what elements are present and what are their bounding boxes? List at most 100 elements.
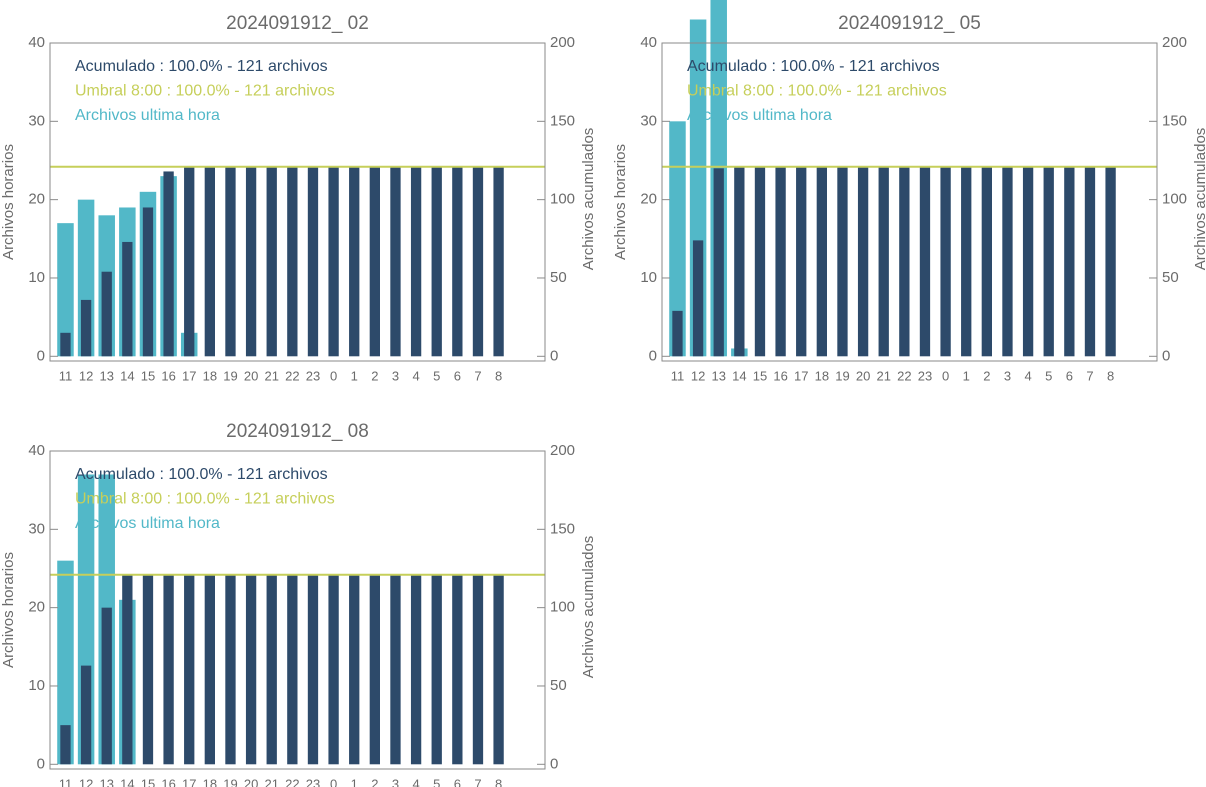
x-tick-label: 8	[495, 368, 502, 383]
bar	[142, 207, 154, 357]
x-tick-label: 13	[711, 368, 725, 383]
chart-title: 2024091912_ 08	[226, 421, 369, 442]
y-tick-label: 0	[649, 347, 657, 364]
y2-tick-label: 0	[550, 755, 558, 772]
bar	[431, 166, 442, 357]
bar	[796, 166, 807, 357]
x-tick-label: 6	[454, 368, 461, 383]
y-tick-label: 0	[37, 755, 45, 772]
bar	[225, 166, 236, 357]
x-tick-label: 17	[794, 368, 808, 383]
y2-tick-label: 150	[1162, 112, 1187, 129]
y-tick-label: 10	[640, 269, 657, 286]
y2-tick-label: 0	[550, 347, 558, 364]
bar	[101, 271, 112, 357]
x-tick-label: 13	[99, 776, 113, 787]
x-tick-label: 11	[671, 368, 685, 383]
bar	[493, 574, 504, 765]
bar	[57, 560, 74, 765]
y2-tick-label: 100	[550, 599, 575, 616]
bar	[754, 166, 766, 357]
bar	[1084, 166, 1096, 357]
x-tick-label: 14	[120, 776, 134, 787]
bar	[837, 166, 848, 357]
y-tick-label: 30	[28, 520, 45, 537]
legend-entry: Umbral 8:00 : 100.0% - 121 archivos	[687, 83, 947, 100]
plot-frame	[49, 42, 546, 362]
y2-tick-label: 100	[550, 191, 575, 208]
bar	[493, 166, 504, 357]
plot-frame	[49, 450, 546, 770]
bar	[1105, 166, 1116, 357]
plot-frame	[661, 42, 1158, 362]
x-tick-label: 18	[203, 368, 217, 383]
x-tick-label: 12	[79, 776, 93, 787]
legend-entry: Acumulado : 100.0% - 121 archivos	[75, 466, 328, 483]
bar	[981, 166, 992, 357]
x-tick-label: 19	[223, 776, 237, 787]
bar	[142, 574, 154, 765]
bar	[328, 574, 339, 765]
legend-entry: Archivos ultima hora	[75, 515, 220, 532]
x-tick-label: 1	[963, 368, 970, 383]
bar	[80, 299, 92, 357]
y-tick-label: 20	[640, 191, 657, 208]
x-tick-label: 3	[392, 368, 399, 383]
bar	[390, 574, 401, 765]
x-tick-label: 21	[264, 776, 278, 787]
bar	[713, 168, 724, 357]
bar	[472, 166, 484, 357]
bar	[1002, 166, 1013, 357]
x-tick-label: 0	[330, 368, 337, 383]
bar	[390, 166, 401, 357]
bar	[184, 574, 195, 765]
y-tick-label: 20	[28, 599, 45, 616]
bar	[266, 574, 277, 765]
x-tick-label: 23	[306, 368, 320, 383]
bar	[452, 166, 463, 357]
x-tick-label: 5	[433, 368, 440, 383]
bar	[857, 166, 869, 357]
x-tick-label: 8	[1107, 368, 1114, 383]
y-tick-label: 10	[28, 269, 45, 286]
y-tick-label: 40	[28, 442, 45, 459]
x-tick-label: 7	[474, 368, 481, 383]
x-tick-label: 12	[691, 368, 705, 383]
x-tick-label: 2	[371, 776, 378, 787]
chart-title: 2024091912_ 02	[226, 13, 369, 34]
y2-tick-label: 200	[1162, 34, 1187, 51]
x-tick-label: 14	[120, 368, 134, 383]
x-tick-label: 14	[732, 368, 746, 383]
x-tick-label: 15	[141, 368, 155, 383]
y-tick-label: 30	[640, 112, 657, 129]
bar	[287, 166, 298, 357]
x-tick-label: 19	[223, 368, 237, 383]
y-tick-label: 20	[28, 191, 45, 208]
bar	[225, 574, 236, 765]
x-tick-label: 4	[412, 368, 419, 383]
x-tick-label: 23	[306, 776, 320, 787]
x-tick-label: 16	[773, 368, 787, 383]
bar	[80, 665, 92, 765]
legend-entry: Acumulado : 100.0% - 121 archivos	[687, 58, 940, 75]
x-tick-label: 21	[876, 368, 890, 383]
y-axis-label: Archivos horarios	[0, 144, 17, 260]
x-tick-label: 22	[285, 368, 299, 383]
x-tick-label: 17	[182, 368, 196, 383]
y2-axis-label: Archivos acumulados	[580, 128, 597, 271]
bar	[287, 574, 298, 765]
bar	[961, 166, 972, 357]
x-tick-label: 18	[203, 776, 217, 787]
x-tick-label: 3	[392, 776, 399, 787]
x-tick-label: 3	[1004, 368, 1011, 383]
y2-tick-label: 0	[1162, 347, 1170, 364]
y2-tick-label: 50	[550, 677, 567, 694]
x-tick-label: 1	[351, 368, 358, 383]
x-tick-label: 11	[59, 776, 73, 787]
y2-tick-label: 200	[550, 34, 575, 51]
bar	[101, 607, 112, 765]
bar	[940, 166, 951, 357]
bar	[163, 171, 174, 357]
